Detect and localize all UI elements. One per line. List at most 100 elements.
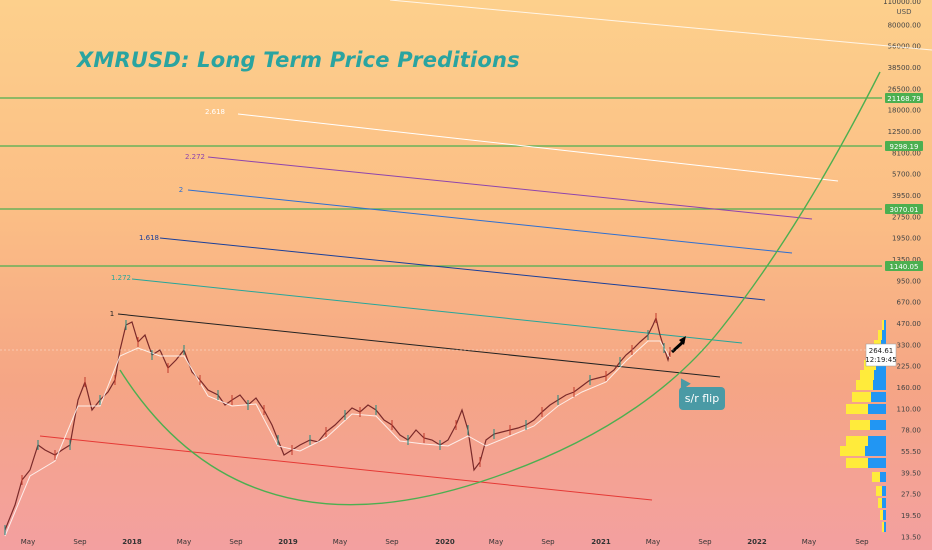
volume-bar (872, 472, 880, 482)
sr-flip-callout: s/r flip (679, 387, 725, 410)
volume-bar (878, 498, 882, 508)
fib-trendline (187, 189, 793, 254)
fib-label: 1.618 (139, 234, 159, 242)
volume-bar (883, 510, 886, 520)
x-tick-label: 2020 (435, 538, 455, 546)
volume-bar (884, 522, 886, 532)
volume-bar (882, 486, 886, 496)
volume-bar (871, 392, 886, 402)
level-price-label: 1140.05 (890, 263, 919, 271)
y-tick-label: 110.00 (897, 405, 922, 413)
volume-bar (856, 380, 873, 390)
volume-bar (876, 486, 882, 496)
x-tick-label: May (177, 538, 191, 546)
y-tick-label: 55.50 (901, 448, 921, 456)
support-trendline (39, 435, 653, 501)
y-tick-label: 3950.00 (892, 192, 921, 200)
volume-bar (874, 370, 886, 380)
x-tick-label: 2019 (278, 538, 298, 546)
volume-bar (884, 320, 886, 330)
x-tick-label: 2022 (747, 538, 767, 546)
volume-bar (878, 330, 882, 340)
x-tick-label: Sep (385, 538, 399, 546)
y-tick-label: 8100.00 (892, 149, 921, 157)
level-price-label: 3070.01 (890, 206, 919, 214)
volume-bar (846, 404, 868, 414)
level-price-tag (885, 141, 923, 151)
volume-bar (882, 498, 886, 508)
top-trendline (389, 0, 932, 51)
x-tick-label: May (333, 538, 347, 546)
currency-label: USD (897, 8, 912, 16)
y-tick-label: 18000.00 (888, 107, 921, 115)
y-tick-label: 39.50 (901, 469, 921, 477)
fib-label: 2 (179, 186, 183, 194)
x-tick-label: 2021 (591, 538, 611, 546)
volume-bar (846, 436, 868, 446)
x-tick-label: Sep (73, 538, 87, 546)
x-tick-label: Sep (698, 538, 712, 546)
y-tick-label: 13.50 (901, 533, 921, 541)
volume-bar (870, 420, 886, 430)
volume-bar (868, 458, 886, 468)
volume-bar (882, 320, 884, 330)
y-tick-label: 470.00 (897, 320, 922, 328)
volume-bar (850, 420, 870, 430)
y-tick-label: 5700.00 (892, 171, 921, 179)
chart-title: XMRUSD: Long Term Price Preditions (77, 48, 520, 72)
y-tick-label: 27.50 (901, 491, 921, 499)
x-tick-label: Sep (229, 538, 243, 546)
volume-bar (840, 446, 865, 456)
x-tick-label: Sep (855, 538, 869, 546)
volume-bar (868, 404, 886, 414)
level-price-tag (885, 204, 923, 214)
level-price-label: 9298.19 (890, 143, 919, 151)
y-tick-label: 12500.00 (888, 128, 921, 136)
volume-bar (873, 380, 886, 390)
y-tick-label: 950.00 (897, 277, 922, 285)
x-tick-label: May (489, 538, 503, 546)
volume-bar (852, 392, 871, 402)
fib-trendline (117, 313, 721, 378)
y-tick-label: 19.50 (901, 512, 921, 520)
fib-label: 2.272 (185, 153, 205, 161)
y-tick-label: 80000.00 (888, 21, 921, 29)
y-tick-label: 1350.00 (892, 256, 921, 264)
level-price-label: 21168.79 (887, 95, 920, 103)
fib-trendline (237, 113, 839, 182)
fib-trendline (131, 278, 743, 344)
y-tick-label: 2750.00 (892, 213, 921, 221)
y-tick-label: 1950.00 (892, 235, 921, 243)
x-tick-label: May (802, 538, 816, 546)
volume-bar (880, 472, 886, 482)
fib-label: 2.618 (205, 108, 225, 116)
arrow-head (679, 336, 686, 345)
level-price-tag (885, 261, 923, 271)
y-tick-label: 26500.00 (888, 85, 921, 93)
y-tick-label: 110000.00 (883, 0, 921, 6)
fib-trendline (159, 237, 766, 301)
volume-bar (868, 436, 886, 446)
x-tick-label: May (646, 538, 660, 546)
y-tick-label: 330.00 (897, 341, 922, 349)
volume-bar (860, 370, 874, 380)
y-tick-label: 56000.00 (888, 43, 921, 51)
fib-label: 1 (110, 310, 114, 318)
y-tick-label: 160.00 (897, 384, 922, 392)
price-tag-value: 264.61 (869, 347, 894, 355)
y-tick-label: 225.00 (897, 363, 922, 371)
x-tick-label: Sep (541, 538, 555, 546)
x-tick-label: May (21, 538, 35, 546)
volume-bar (846, 458, 868, 468)
volume-bar (880, 510, 883, 520)
fib-label: 1.272 (111, 274, 131, 282)
y-tick-label: 670.00 (897, 299, 922, 307)
x-tick-label: 2018 (122, 538, 142, 546)
fib-trendline (207, 156, 813, 220)
volume-bar (882, 330, 886, 340)
moving-average (4, 340, 671, 537)
y-tick-label: 78.00 (901, 427, 921, 435)
volume-bar (882, 522, 884, 532)
